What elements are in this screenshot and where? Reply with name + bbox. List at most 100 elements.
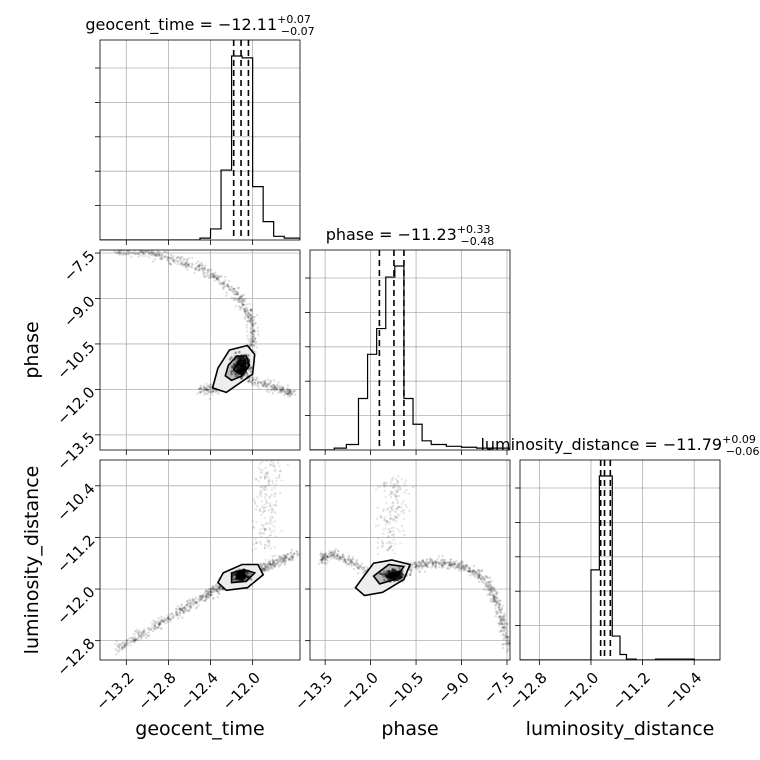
sample-point (154, 254, 157, 257)
sample-point (488, 589, 491, 592)
sample-point (218, 281, 221, 285)
sample-point (392, 534, 396, 537)
sample-point (259, 507, 262, 511)
sample-point (117, 646, 121, 649)
sample-point (142, 634, 145, 638)
sample-point (253, 381, 256, 385)
core-point (242, 576, 246, 580)
sample-point (153, 626, 157, 629)
sample-point (322, 556, 325, 559)
sample-point (448, 563, 452, 567)
sample-point (395, 480, 399, 483)
core-point (398, 576, 402, 580)
core-point (389, 575, 393, 579)
sample-point (493, 594, 496, 597)
sample-point (468, 570, 472, 574)
sample-point (353, 564, 356, 567)
sample-point (409, 561, 412, 565)
sample-point (117, 650, 121, 653)
sample-point (154, 622, 158, 626)
sample-point (287, 392, 290, 395)
sample-point (185, 261, 188, 264)
sample-point (288, 391, 292, 395)
core-point (243, 357, 247, 361)
sample-point (443, 560, 446, 563)
sample-point (250, 382, 253, 385)
core-point (241, 577, 245, 581)
sample-point (188, 262, 191, 266)
sample-point (209, 272, 213, 275)
x-ticks: −13.5 −12.0 −10.5 −9.0 −7.5 (291, 660, 518, 714)
sample-point (241, 298, 245, 301)
x-tick-label: −13.2 (92, 669, 137, 714)
sample-point (133, 250, 137, 253)
sample-point (289, 551, 293, 554)
core-point (239, 364, 243, 367)
sample-point (254, 381, 257, 385)
sample-point (499, 599, 502, 603)
core-point (385, 574, 388, 578)
sample-point (487, 585, 490, 589)
core-point (240, 573, 244, 576)
sample-point (120, 643, 123, 647)
core-point (390, 570, 394, 574)
sample-point (506, 636, 510, 639)
core-point (386, 574, 389, 578)
core-point (240, 575, 244, 578)
sample-point (285, 388, 289, 391)
core-point (240, 576, 244, 580)
core-point (240, 572, 243, 576)
sample-point (158, 250, 161, 254)
sample-point (253, 337, 257, 341)
sample-point (284, 390, 288, 394)
sample-point (496, 601, 499, 604)
sample-point (400, 506, 403, 509)
sample-point (485, 584, 489, 588)
sample-point (399, 487, 402, 490)
sample-point (266, 562, 270, 566)
sample-point (421, 560, 424, 564)
core-point (240, 576, 243, 580)
sample-point (160, 256, 164, 259)
sample-point (321, 552, 324, 556)
sample-point (264, 558, 267, 562)
sample-point (380, 516, 383, 519)
sample-point (463, 566, 467, 570)
core-point (395, 570, 398, 574)
sample-point (199, 391, 202, 394)
sample-point (325, 562, 328, 565)
sample-point (251, 332, 255, 335)
sample-point (402, 512, 406, 515)
sample-point (479, 577, 483, 580)
core-point (393, 571, 396, 575)
sample-point (259, 540, 262, 544)
sample-point (244, 307, 247, 310)
core-point (388, 574, 391, 578)
sample-point (269, 563, 272, 566)
sample-point (421, 564, 424, 568)
sample-point (264, 523, 267, 526)
sample-point (499, 629, 503, 632)
sample-point (133, 639, 136, 643)
sample-point (497, 611, 500, 614)
sample-point (264, 379, 267, 383)
sample-point (434, 562, 438, 566)
sample-point (486, 583, 490, 586)
sample-point (124, 644, 127, 648)
sample-point (376, 541, 380, 544)
sample-point (283, 390, 286, 393)
sample-point (167, 617, 170, 620)
sample-point (482, 588, 485, 591)
sample-point (341, 555, 345, 559)
core-point (387, 573, 391, 577)
sample-point (481, 575, 485, 579)
sample-point (250, 338, 254, 342)
sample-point (261, 531, 264, 535)
sample-point (182, 611, 186, 614)
panel-frame (99, 249, 301, 451)
sample-point (183, 606, 187, 610)
sample-point (207, 276, 211, 280)
sample-point (511, 642, 513, 644)
sample-point (176, 259, 179, 263)
core-point (241, 573, 245, 576)
